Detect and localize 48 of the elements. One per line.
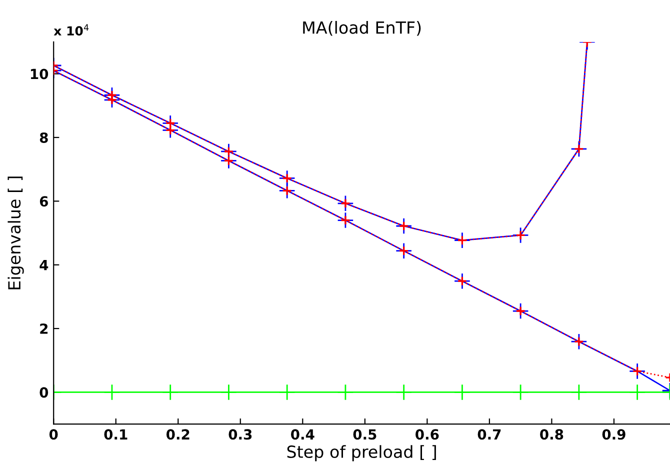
y-tick-label: 6 bbox=[40, 196, 48, 207]
point bbox=[282, 186, 292, 196]
point bbox=[512, 384, 529, 401]
point bbox=[628, 384, 646, 401]
point bbox=[106, 94, 117, 105]
point bbox=[165, 125, 176, 136]
x-tick-label: 0.5 bbox=[353, 429, 376, 440]
x-tick-label: 0.7 bbox=[478, 429, 501, 440]
point bbox=[104, 384, 120, 401]
y-tick-label: 8 bbox=[40, 132, 48, 143]
point bbox=[632, 366, 642, 376]
point bbox=[337, 384, 354, 401]
point bbox=[516, 306, 526, 316]
point bbox=[162, 384, 179, 401]
point bbox=[340, 215, 350, 226]
point bbox=[398, 246, 409, 256]
x-tick-label: 0 bbox=[49, 429, 58, 440]
y-axis-title: Eigenvalue [ ] bbox=[8, 176, 24, 290]
x-axis-title: Step of preload [ ] bbox=[287, 445, 436, 462]
x-tick-label: 0.1 bbox=[104, 429, 128, 440]
x-tick-label: 0.6 bbox=[416, 429, 439, 440]
point bbox=[220, 384, 238, 401]
point bbox=[516, 230, 526, 240]
x-tick-label: 0.3 bbox=[228, 429, 252, 440]
y-tick-label: 10 bbox=[30, 68, 48, 80]
x-tick-label: 0.8 bbox=[540, 429, 564, 440]
x-tick-label: 0.4 bbox=[291, 429, 314, 440]
point bbox=[398, 220, 409, 231]
point bbox=[278, 384, 296, 401]
point bbox=[340, 198, 350, 208]
chart-title: MA(load EnTF) bbox=[303, 20, 421, 36]
point bbox=[570, 384, 588, 401]
point bbox=[574, 144, 584, 154]
point bbox=[282, 173, 292, 184]
point bbox=[457, 235, 468, 246]
point bbox=[224, 156, 234, 166]
point bbox=[454, 384, 471, 401]
point bbox=[457, 276, 468, 286]
text: x 10$^{4}$ bbox=[54, 24, 89, 36]
x-tick-label: 0.2 bbox=[166, 429, 190, 440]
x-tick-label: 0.9 bbox=[602, 429, 626, 440]
y-tick-label: 2 bbox=[40, 324, 48, 334]
y-tick-label: 0 bbox=[40, 387, 48, 398]
point bbox=[224, 146, 234, 156]
point bbox=[165, 118, 176, 128]
point bbox=[395, 384, 412, 401]
y-tick-label: 4 bbox=[40, 260, 48, 270]
point bbox=[574, 336, 584, 347]
